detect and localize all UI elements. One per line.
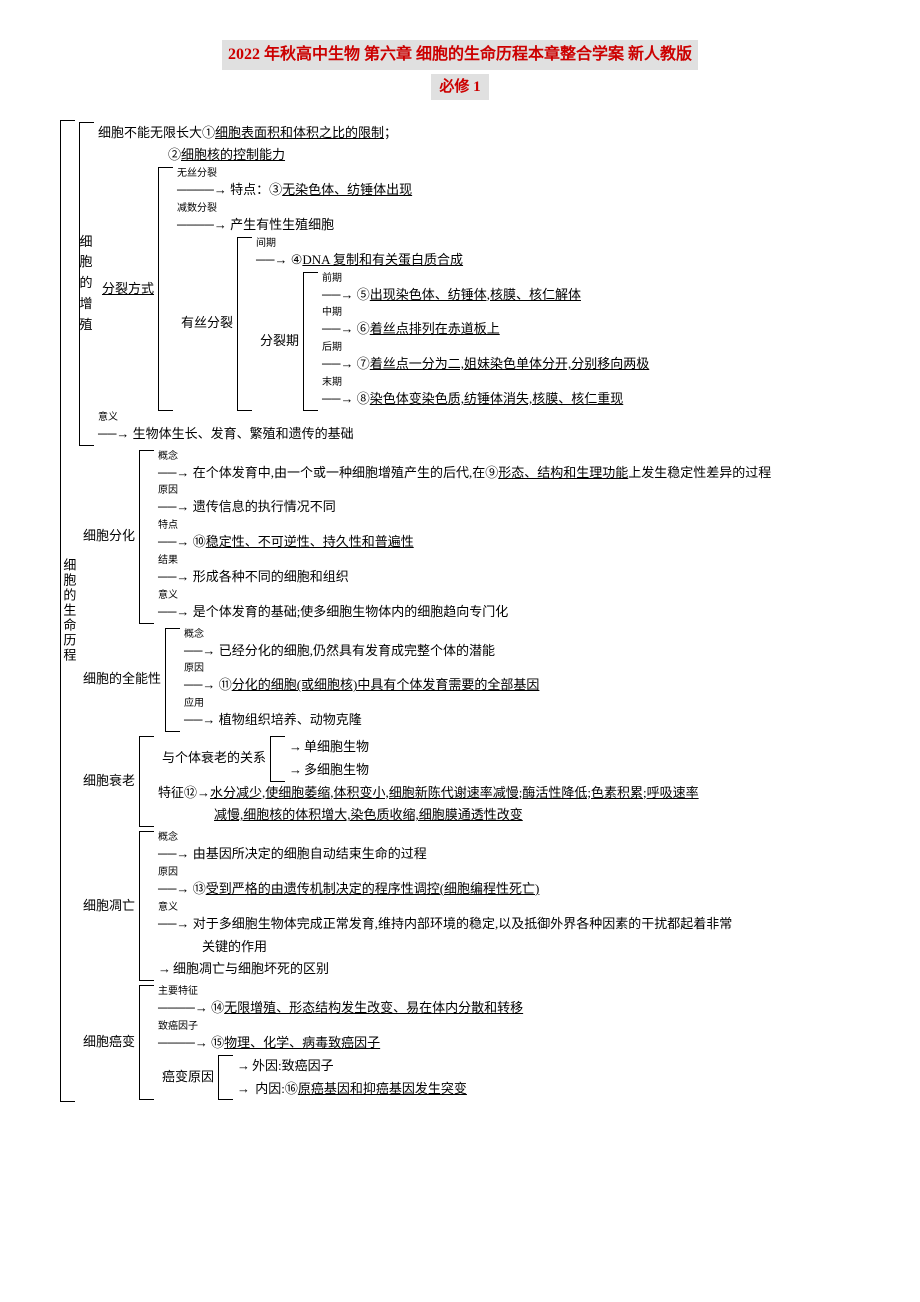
s2-tedian: 特点──→ ⑩稳定性、不可逆性、持久性和普遍性 [158,519,771,554]
s1-split: 分裂方式 [98,167,158,411]
s2-label: 细胞分化 [79,450,139,624]
ph-jian: 间期──→ ④DNA 复制和有关蛋白质合成 [256,237,649,272]
s3-gainian: 概念──→ 已经分化的细胞,仍然具有发育成完整个体的潜能 [184,628,539,663]
ph-qian: 前期──→ ⑤出现染色体、纺锤体,核膜、核仁解体 [322,272,649,307]
s1-line2: ②细胞核的控制能力 [168,144,649,167]
s4-label: 细胞衰老 [79,736,139,827]
s5-yuanyin: 原因──→ ⑬受到严格的由遗传机制决定的程序性调控(细胞编程性死亡) [158,866,732,901]
root-label: 细胞的生命历程 [58,558,79,663]
s1-line1: 细胞不能无限长大①细胞表面积和体积之比的限制； [98,122,649,145]
s1-jian: 减数分裂────→ 产生有性生殖细胞 [177,202,649,237]
s5-yiyi2: 关键的作用 [202,936,732,959]
ph-mo: 末期──→ ⑧染色体变染色质,纺锤体消失,核膜、核仁重现 [322,376,649,411]
s6-nei: 内因:⑯原癌基因和抑癌基因发生突变 [237,1078,467,1101]
s6-wai: 外因:致癌因子 [237,1055,467,1078]
s4-tezheng: 特征⑫→水分减少,使细胞萎缩,体积变小,细胞新陈代谢速率减慢;酶活性降低;色素积… [158,782,699,805]
s3-label: 细胞的全能性 [79,628,165,732]
s4-tezheng2: 减慢,细胞核的体积增大,染色质收缩,细胞膜通透性改变 [214,804,699,827]
s4-rel-b: 多细胞生物 [289,759,369,782]
s5-diff: 细胞凋亡与细胞坏死的区别 [158,958,732,981]
s6-zhuyao: 主要特征────→ ⑭无限增殖、形态结构发生改变、易在体内分散和转移 [158,985,523,1020]
s1-you: 有丝分裂 [177,237,237,411]
s6-zhiyin: 致癌因子────→ ⑮物理、化学、病毒致癌因子 [158,1020,523,1055]
s6-label: 细胞癌变 [79,985,139,1100]
s3-yuanyin: 原因──→ ⑪分化的细胞(或细胞核)中具有个体发育需要的全部基因 [184,662,539,697]
s2-gainian: 概念──→ 在个体发育中,由一个或一种细胞增殖产生的后代,在⑨形态、结构和生理功… [158,450,771,485]
s5-gainian: 概念──→ 由基因所决定的细胞自动结束生命的过程 [158,831,732,866]
s5-yiyi: 意义──→ 对于多细胞生物体完成正常发育,维持内部环境的稳定,以及抵御外界各种因… [158,901,732,936]
split-period: 分裂期 [256,272,303,411]
s2-jieguo: 结果──→ 形成各种不同的细胞和组织 [158,554,771,589]
ph-hou: 后期──→ ⑦着丝点一分为二,姐妹染色单体分开,分别移向两极 [322,341,649,376]
s5-label: 细胞凋亡 [79,831,139,981]
doc-subtitle: 必修 1 [431,74,488,100]
ph-zhong: 中期──→ ⑥着丝点排列在赤道板上 [322,306,649,341]
s1-yiyi: 意义──→ 生物体生长、发育、繁殖和遗传的基础 [98,411,649,446]
s6-aiyuan: 癌变原因 [158,1055,218,1101]
s2-yuanyin: 原因──→ 遗传信息的执行情况不同 [158,484,771,519]
s4-rel-a: 单细胞生物 [289,736,369,759]
s1-label: 细胞的增殖 [80,232,95,336]
s4-rel: 与个体衰老的关系 [158,736,270,782]
s2-yiyi: 意义──→ 是个体发育的基础;使多细胞生物体内的细胞趋向专门化 [158,589,771,624]
s1-wu: 无丝分裂────→ 特点：③无染色体、纺锤体出现 [177,167,649,202]
doc-title: 2022 年秋高中生物 第六章 细胞的生命历程本章整合学案 新人教版 [222,40,698,70]
s3-yingyong: 应用──→ 植物组织培养、动物克隆 [184,697,539,732]
concept-tree: 细胞的生命历程 细胞的增殖 细胞不能无限长大①细胞表面积和体积之比的限制； ②细… [60,120,860,1103]
